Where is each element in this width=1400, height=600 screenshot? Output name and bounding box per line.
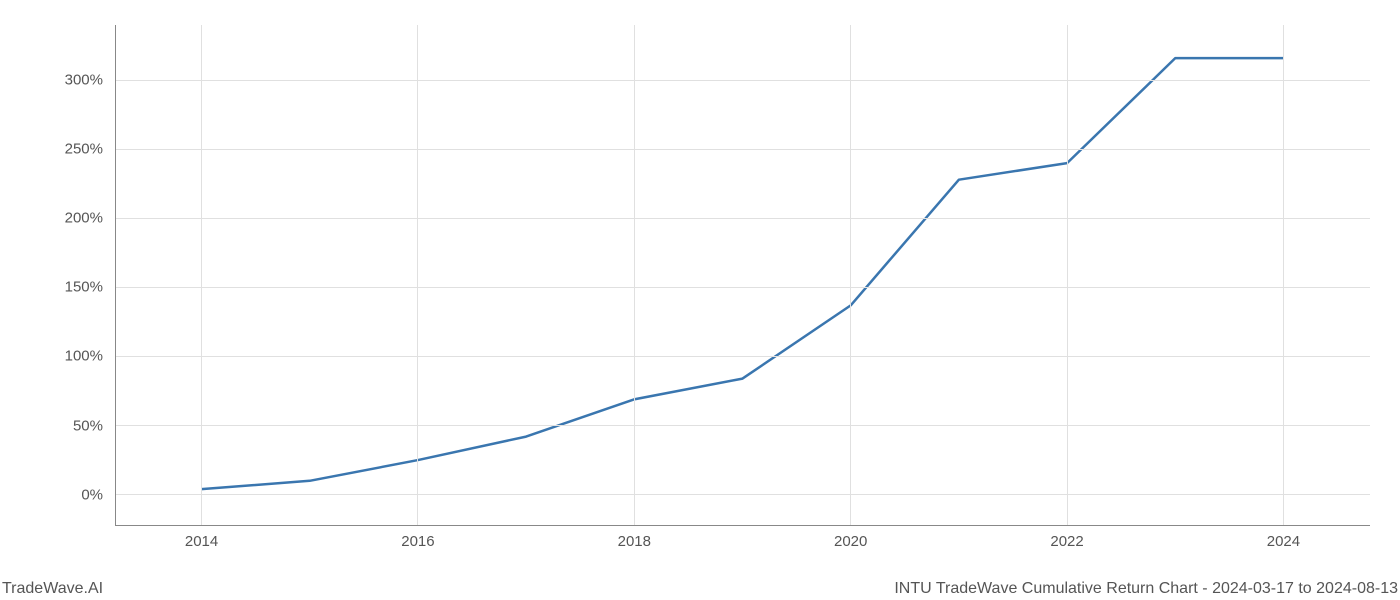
y-gridline <box>115 80 1370 81</box>
y-tick-label: 0% <box>0 486 103 503</box>
x-gridline <box>201 25 202 525</box>
y-axis-spine <box>115 25 116 525</box>
caption-right: INTU TradeWave Cumulative Return Chart -… <box>894 580 1398 598</box>
y-tick-label: 200% <box>0 210 103 227</box>
caption-left: TradeWave.AI <box>2 580 103 598</box>
x-tick-label: 2016 <box>401 533 434 550</box>
y-gridline <box>115 149 1370 150</box>
line-series <box>0 0 1400 600</box>
x-gridline <box>417 25 418 525</box>
x-tick-label: 2020 <box>834 533 867 550</box>
x-gridline <box>850 25 851 525</box>
x-tick-label: 2022 <box>1050 533 1083 550</box>
x-tick-label: 2024 <box>1267 533 1300 550</box>
return-chart: TradeWave.AI INTU TradeWave Cumulative R… <box>0 0 1400 600</box>
x-gridline <box>1283 25 1284 525</box>
x-tick-label: 2014 <box>185 533 218 550</box>
y-tick-label: 150% <box>0 279 103 296</box>
y-tick-label: 100% <box>0 348 103 365</box>
y-gridline <box>115 287 1370 288</box>
y-gridline <box>115 425 1370 426</box>
y-tick-label: 50% <box>0 417 103 434</box>
y-gridline <box>115 356 1370 357</box>
x-gridline <box>634 25 635 525</box>
y-tick-label: 300% <box>0 72 103 89</box>
y-gridline <box>115 494 1370 495</box>
y-tick-label: 250% <box>0 141 103 158</box>
x-axis-spine <box>115 525 1370 526</box>
x-tick-label: 2018 <box>618 533 651 550</box>
y-gridline <box>115 218 1370 219</box>
x-gridline <box>1067 25 1068 525</box>
